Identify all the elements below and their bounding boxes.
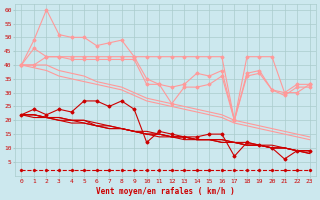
X-axis label: Vent moyen/en rafales ( km/h ): Vent moyen/en rafales ( km/h ) [96,187,235,196]
